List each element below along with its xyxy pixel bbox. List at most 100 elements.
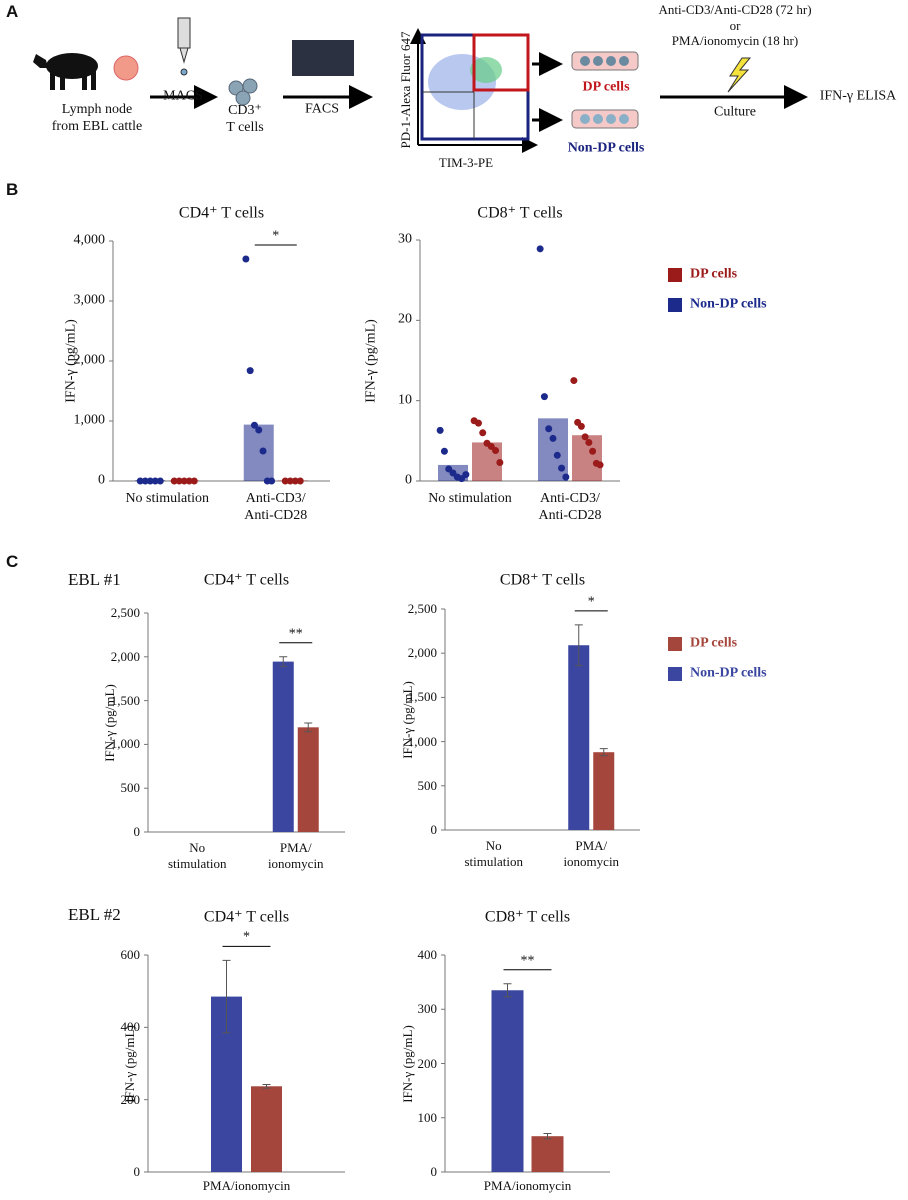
y-axis-label: IFN-γ (pg/mL) [122,1024,138,1103]
data-point [250,421,258,429]
legend-swatch [668,268,682,282]
y-tick-label: 0 [430,822,438,838]
data-point [577,422,585,430]
error-bar [599,748,608,757]
data-point [255,426,263,434]
bar [531,1136,564,1172]
significance-label: ** [288,626,303,642]
data-point [246,367,254,375]
data-point [553,451,561,459]
data-point [596,461,604,469]
y-tick-label: 2,000 [407,645,437,661]
data-point [286,477,294,485]
legend-label: DP cells [690,266,738,282]
data-point [462,471,470,479]
data-point [259,447,267,455]
panel-label: C [6,552,19,571]
data-point [496,459,504,467]
significance-label: * [272,228,280,244]
y-tick-label: 500 [417,778,438,793]
data-point [180,477,188,485]
bar [297,727,319,832]
legend-label: Non-DP cells [690,296,767,312]
step-label: Culture [714,104,756,120]
data-point [474,419,482,427]
data-point [549,434,557,442]
data-point [558,464,566,472]
data-point [585,438,593,446]
legend-swatch [668,637,682,651]
x-tick-label: Anti-CD3/ Anti-CD28 [244,491,308,523]
legend-swatch [668,298,682,312]
data-point [562,473,570,481]
data-point [185,477,193,485]
bar [243,424,274,481]
data-point [141,477,149,485]
y-tick-label: 2,500 [407,601,437,617]
cells-icon [228,78,258,106]
error-bar [503,983,512,998]
y-tick-label: 4,000 [73,232,106,248]
x-tick-label: PMA/ ionomycin [563,838,620,869]
error-bar [222,959,231,1034]
y-tick-label: 2,000 [110,649,140,664]
source-label: Lymph node from EBL cattle [51,102,143,134]
facs-machine-icon [292,40,354,76]
x-tick-label: No stimulation [125,491,210,506]
step-label: MACS [163,88,203,104]
error-bar [574,624,583,667]
x-tick-label: No stimulation [168,840,227,871]
bar [538,418,568,481]
data-point [170,477,178,485]
y-tick-label: 600 [120,947,141,963]
data-point [581,433,589,441]
data-point [242,255,250,263]
chart-title: CD8⁺ T cells [477,204,563,222]
data-point [281,477,289,485]
y-tick-label: 30 [398,231,412,247]
y-tick-label: 0 [98,472,105,488]
chart-title: CD4⁺ T cells [203,908,290,926]
bar [568,645,590,830]
readout-label: IFN-γ ELISA [819,88,897,104]
y-tick-label: 500 [120,780,141,796]
bar [251,1086,282,1172]
bar [593,752,615,830]
significance-label: * [243,930,250,946]
error-bar [543,1132,552,1140]
stimulation-label: Anti-CD3/Anti-CD28 (72 hr) or PMA/ionomy… [658,2,812,49]
flow-y-label: PD-1-Alexa Fluor 647 [398,31,414,149]
data-point [589,447,597,455]
data-point [545,425,553,433]
y-tick-label: 0 [430,1164,438,1180]
y-axis-label: IFN-γ (pg/mL) [363,318,379,403]
data-point [296,477,304,485]
x-tick-label: No stimulation [428,491,512,506]
legend-label: DP cells [690,635,738,651]
error-bar [304,722,313,733]
lymph-node-icon [113,55,139,81]
data-point [146,477,154,485]
chart-title: CD8⁺ T cells [499,571,586,589]
y-tick-label: 0 [133,824,141,840]
error-bar [279,656,288,667]
data-point [436,426,444,434]
error-bar [262,1083,271,1089]
x-tick-label: Anti-CD3/ Anti-CD28 [538,491,602,523]
data-point [136,477,144,485]
legend-swatch [668,667,682,681]
flow-x-label: TIM-3-PE [438,155,494,171]
y-tick-label: 1,000 [407,733,437,749]
y-tick-label: 2,000 [73,352,106,368]
lightning-icon [727,57,752,93]
data-point [479,429,487,437]
y-tick-label: 0 [405,472,412,488]
non-dp-label: Non-DP cells [567,140,645,156]
y-tick-label: 0 [133,1164,141,1180]
data-point [540,393,548,401]
data-point [492,446,500,454]
data-point [151,477,159,485]
y-tick-label: 200 [120,1091,141,1107]
